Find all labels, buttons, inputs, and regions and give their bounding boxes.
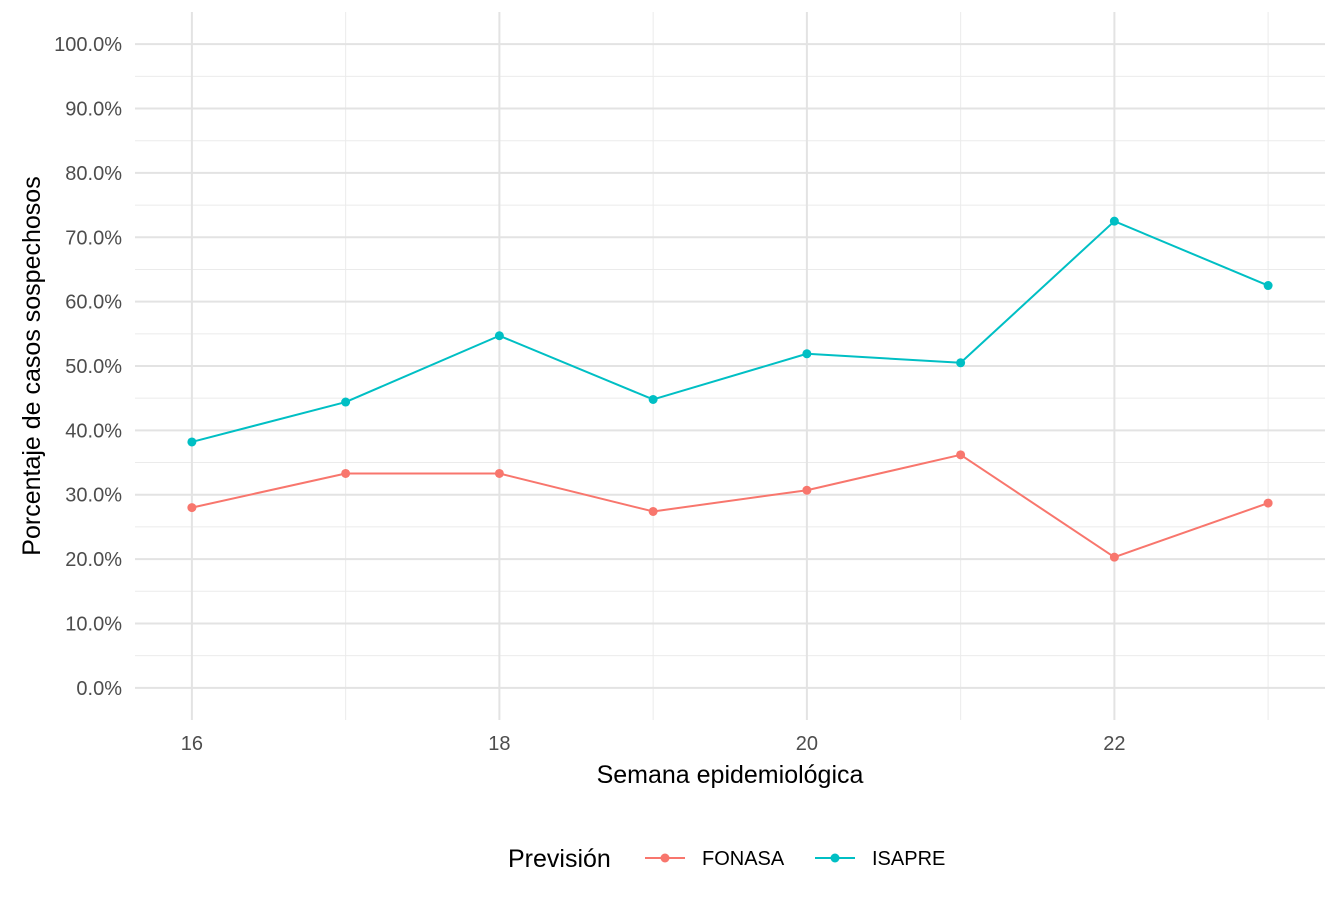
y-tick-label: 20.0% xyxy=(65,549,122,571)
data-point-isapre xyxy=(341,397,351,407)
x-axis-title: Semana epidemiológica xyxy=(597,761,864,789)
data-point-isapre xyxy=(1263,281,1273,291)
legend-label: FONASA xyxy=(702,848,785,870)
series-isapre xyxy=(187,216,1273,447)
data-point-fonasa xyxy=(494,468,504,478)
data-point-isapre xyxy=(956,358,966,368)
legend-key-point xyxy=(830,853,840,863)
y-tick-label: 80.0% xyxy=(65,163,122,185)
data-point-fonasa xyxy=(648,506,658,516)
data-point-fonasa xyxy=(802,485,812,495)
y-tick-label: 10.0% xyxy=(65,613,122,635)
series-fonasa xyxy=(187,450,1273,562)
data-point-isapre xyxy=(187,437,197,447)
data-point-isapre xyxy=(802,349,812,359)
x-tick-label: 22 xyxy=(1103,733,1125,755)
data-point-isapre xyxy=(1109,216,1119,226)
x-tick-label: 18 xyxy=(488,733,510,755)
tick-label-layer: 0.0% 10.0% 20.0% 30.0% 40.0% 50.0% 60.0% 70.0% 8… xyxy=(54,34,1125,755)
y-tick-label: 0.0% xyxy=(76,678,122,700)
y-tick-label: 100.0% xyxy=(54,34,122,56)
legend-title: Previsión xyxy=(508,845,611,873)
data-point-isapre xyxy=(648,394,658,404)
y-tick-label: 70.0% xyxy=(65,227,122,249)
legend-key-point xyxy=(660,853,670,863)
legend-item-isapre: ISAPRE xyxy=(815,848,945,870)
series-line-fonasa xyxy=(191,453,1269,559)
y-tick-label: 50.0% xyxy=(65,356,122,378)
y-tick-label: 40.0% xyxy=(65,420,122,442)
y-tick-label: 60.0% xyxy=(65,292,122,314)
y-tick-label: 30.0% xyxy=(65,485,122,507)
data-point-fonasa xyxy=(956,450,966,460)
legend: Previsión FONASA ISAPRE xyxy=(508,845,945,873)
legend-item-fonasa: FONASA xyxy=(645,848,785,870)
x-tick-label: 20 xyxy=(796,733,818,755)
data-point-fonasa xyxy=(341,468,351,478)
x-tick-label: 16 xyxy=(181,733,203,755)
data-point-fonasa xyxy=(1263,498,1273,508)
series-line-isapre xyxy=(191,220,1269,443)
legend-items: FONASA ISAPRE xyxy=(645,848,945,870)
legend-label: ISAPRE xyxy=(872,848,945,870)
grid-layer xyxy=(135,12,1325,720)
data-point-fonasa xyxy=(187,503,197,513)
y-tick-label: 90.0% xyxy=(65,99,122,121)
data-point-fonasa xyxy=(1109,552,1119,562)
y-axis-title: Porcentaje de casos sospechosos xyxy=(18,176,46,555)
series-layer xyxy=(187,216,1273,562)
data-point-isapre xyxy=(494,331,504,341)
